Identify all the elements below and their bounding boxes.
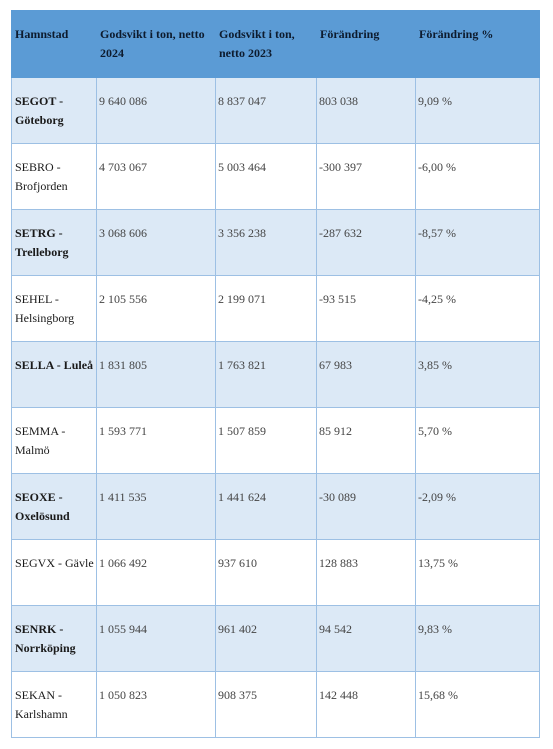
cell-weight-2023: 2 199 071 <box>215 275 317 342</box>
cell-weight-2024: 3 068 606 <box>96 209 216 276</box>
cell-port: SEGVX - Gävle <box>11 539 97 606</box>
cell-weight-2023: 908 375 <box>215 671 317 738</box>
cell-port: SELLA - Luleå <box>11 341 97 408</box>
cell-change: 67 983 <box>316 341 416 408</box>
cell-change-percent: 9,09 % <box>415 77 540 144</box>
table-row: SEOXE - Oxelösund 1 411 535 1 441 624 -3… <box>11 473 540 540</box>
cell-port: SEOXE - Oxelösund <box>11 473 97 540</box>
cell-change: -300 397 <box>316 143 416 210</box>
table-row: SETRG - Trelleborg 3 068 606 3 356 238 -… <box>11 209 540 276</box>
cell-weight-2024: 1 050 823 <box>96 671 216 738</box>
table-row: SEGOT - Göteborg 9 640 086 8 837 047 803… <box>11 77 540 144</box>
cell-weight-2024: 1 055 944 <box>96 605 216 672</box>
header-weight-2024: Godsvikt i ton, netto 2024 <box>96 10 216 78</box>
cell-weight-2024: 1 411 535 <box>96 473 216 540</box>
cell-change-percent: -2,09 % <box>415 473 540 540</box>
cell-change: 94 542 <box>316 605 416 672</box>
cell-change-percent: -4,25 % <box>415 275 540 342</box>
cell-weight-2024: 1 593 771 <box>96 407 216 474</box>
cell-port: SEKAN - Karlshamn <box>11 671 97 738</box>
cell-change: -30 089 <box>316 473 416 540</box>
header-row: Hamnstad Godsvikt i ton, netto 2024 Gods… <box>11 10 540 78</box>
cell-port: SEBRO - Brofjorden <box>11 143 97 210</box>
table-row: SENRK - Norrköping 1 055 944 961 402 94 … <box>11 605 540 672</box>
header-change: Förändring <box>316 10 416 78</box>
cell-weight-2024: 9 640 086 <box>96 77 216 144</box>
cell-change: -287 632 <box>316 209 416 276</box>
cell-weight-2023: 1 507 859 <box>215 407 317 474</box>
cell-weight-2023: 1 441 624 <box>215 473 317 540</box>
table-row: SEBRO - Brofjorden 4 703 067 5 003 464 -… <box>11 143 540 210</box>
cell-port: SENRK - Norrköping <box>11 605 97 672</box>
cell-change-percent: -6,00 % <box>415 143 540 210</box>
cell-change-percent: 15,68 % <box>415 671 540 738</box>
cell-weight-2023: 5 003 464 <box>215 143 317 210</box>
cell-change: 85 912 <box>316 407 416 474</box>
cell-port: SEGOT - Göteborg <box>11 77 97 144</box>
cell-weight-2024: 1 066 492 <box>96 539 216 606</box>
cell-change-percent: -8,57 % <box>415 209 540 276</box>
cell-weight-2023: 1 763 821 <box>215 341 317 408</box>
cell-change-percent: 3,85 % <box>415 341 540 408</box>
cell-weight-2023: 937 610 <box>215 539 317 606</box>
table-body: SEGOT - Göteborg 9 640 086 8 837 047 803… <box>11 77 540 738</box>
header-port: Hamnstad <box>11 10 97 78</box>
table-row: SEGVX - Gävle 1 066 492 937 610 128 883 … <box>11 539 540 606</box>
cell-change: 142 448 <box>316 671 416 738</box>
cell-change-percent: 9,83 % <box>415 605 540 672</box>
cell-port: SETRG - Trelleborg <box>11 209 97 276</box>
cell-change: 803 038 <box>316 77 416 144</box>
table-row: SEMMA - Malmö 1 593 771 1 507 859 85 912… <box>11 407 540 474</box>
cell-change: -93 515 <box>316 275 416 342</box>
cell-weight-2023: 961 402 <box>215 605 317 672</box>
cell-weight-2024: 4 703 067 <box>96 143 216 210</box>
port-cargo-table: Hamnstad Godsvikt i ton, netto 2024 Gods… <box>11 10 540 738</box>
cell-change: 128 883 <box>316 539 416 606</box>
table-row: SEKAN - Karlshamn 1 050 823 908 375 142 … <box>11 671 540 738</box>
header-weight-2023: Godsvikt i ton, netto 2023 <box>215 10 317 78</box>
table-row: SELLA - Luleå 1 831 805 1 763 821 67 983… <box>11 341 540 408</box>
cell-weight-2024: 2 105 556 <box>96 275 216 342</box>
table-header: Hamnstad Godsvikt i ton, netto 2024 Gods… <box>11 10 540 78</box>
cell-port: SEMMA - Malmö <box>11 407 97 474</box>
cell-change-percent: 5,70 % <box>415 407 540 474</box>
table-row: SEHEL - Helsingborg 2 105 556 2 199 071 … <box>11 275 540 342</box>
cell-weight-2023: 8 837 047 <box>215 77 317 144</box>
cell-weight-2023: 3 356 238 <box>215 209 317 276</box>
cell-change-percent: 13,75 % <box>415 539 540 606</box>
cell-weight-2024: 1 831 805 <box>96 341 216 408</box>
cell-port: SEHEL - Helsingborg <box>11 275 97 342</box>
header-change-percent: Förändring % <box>415 10 540 78</box>
